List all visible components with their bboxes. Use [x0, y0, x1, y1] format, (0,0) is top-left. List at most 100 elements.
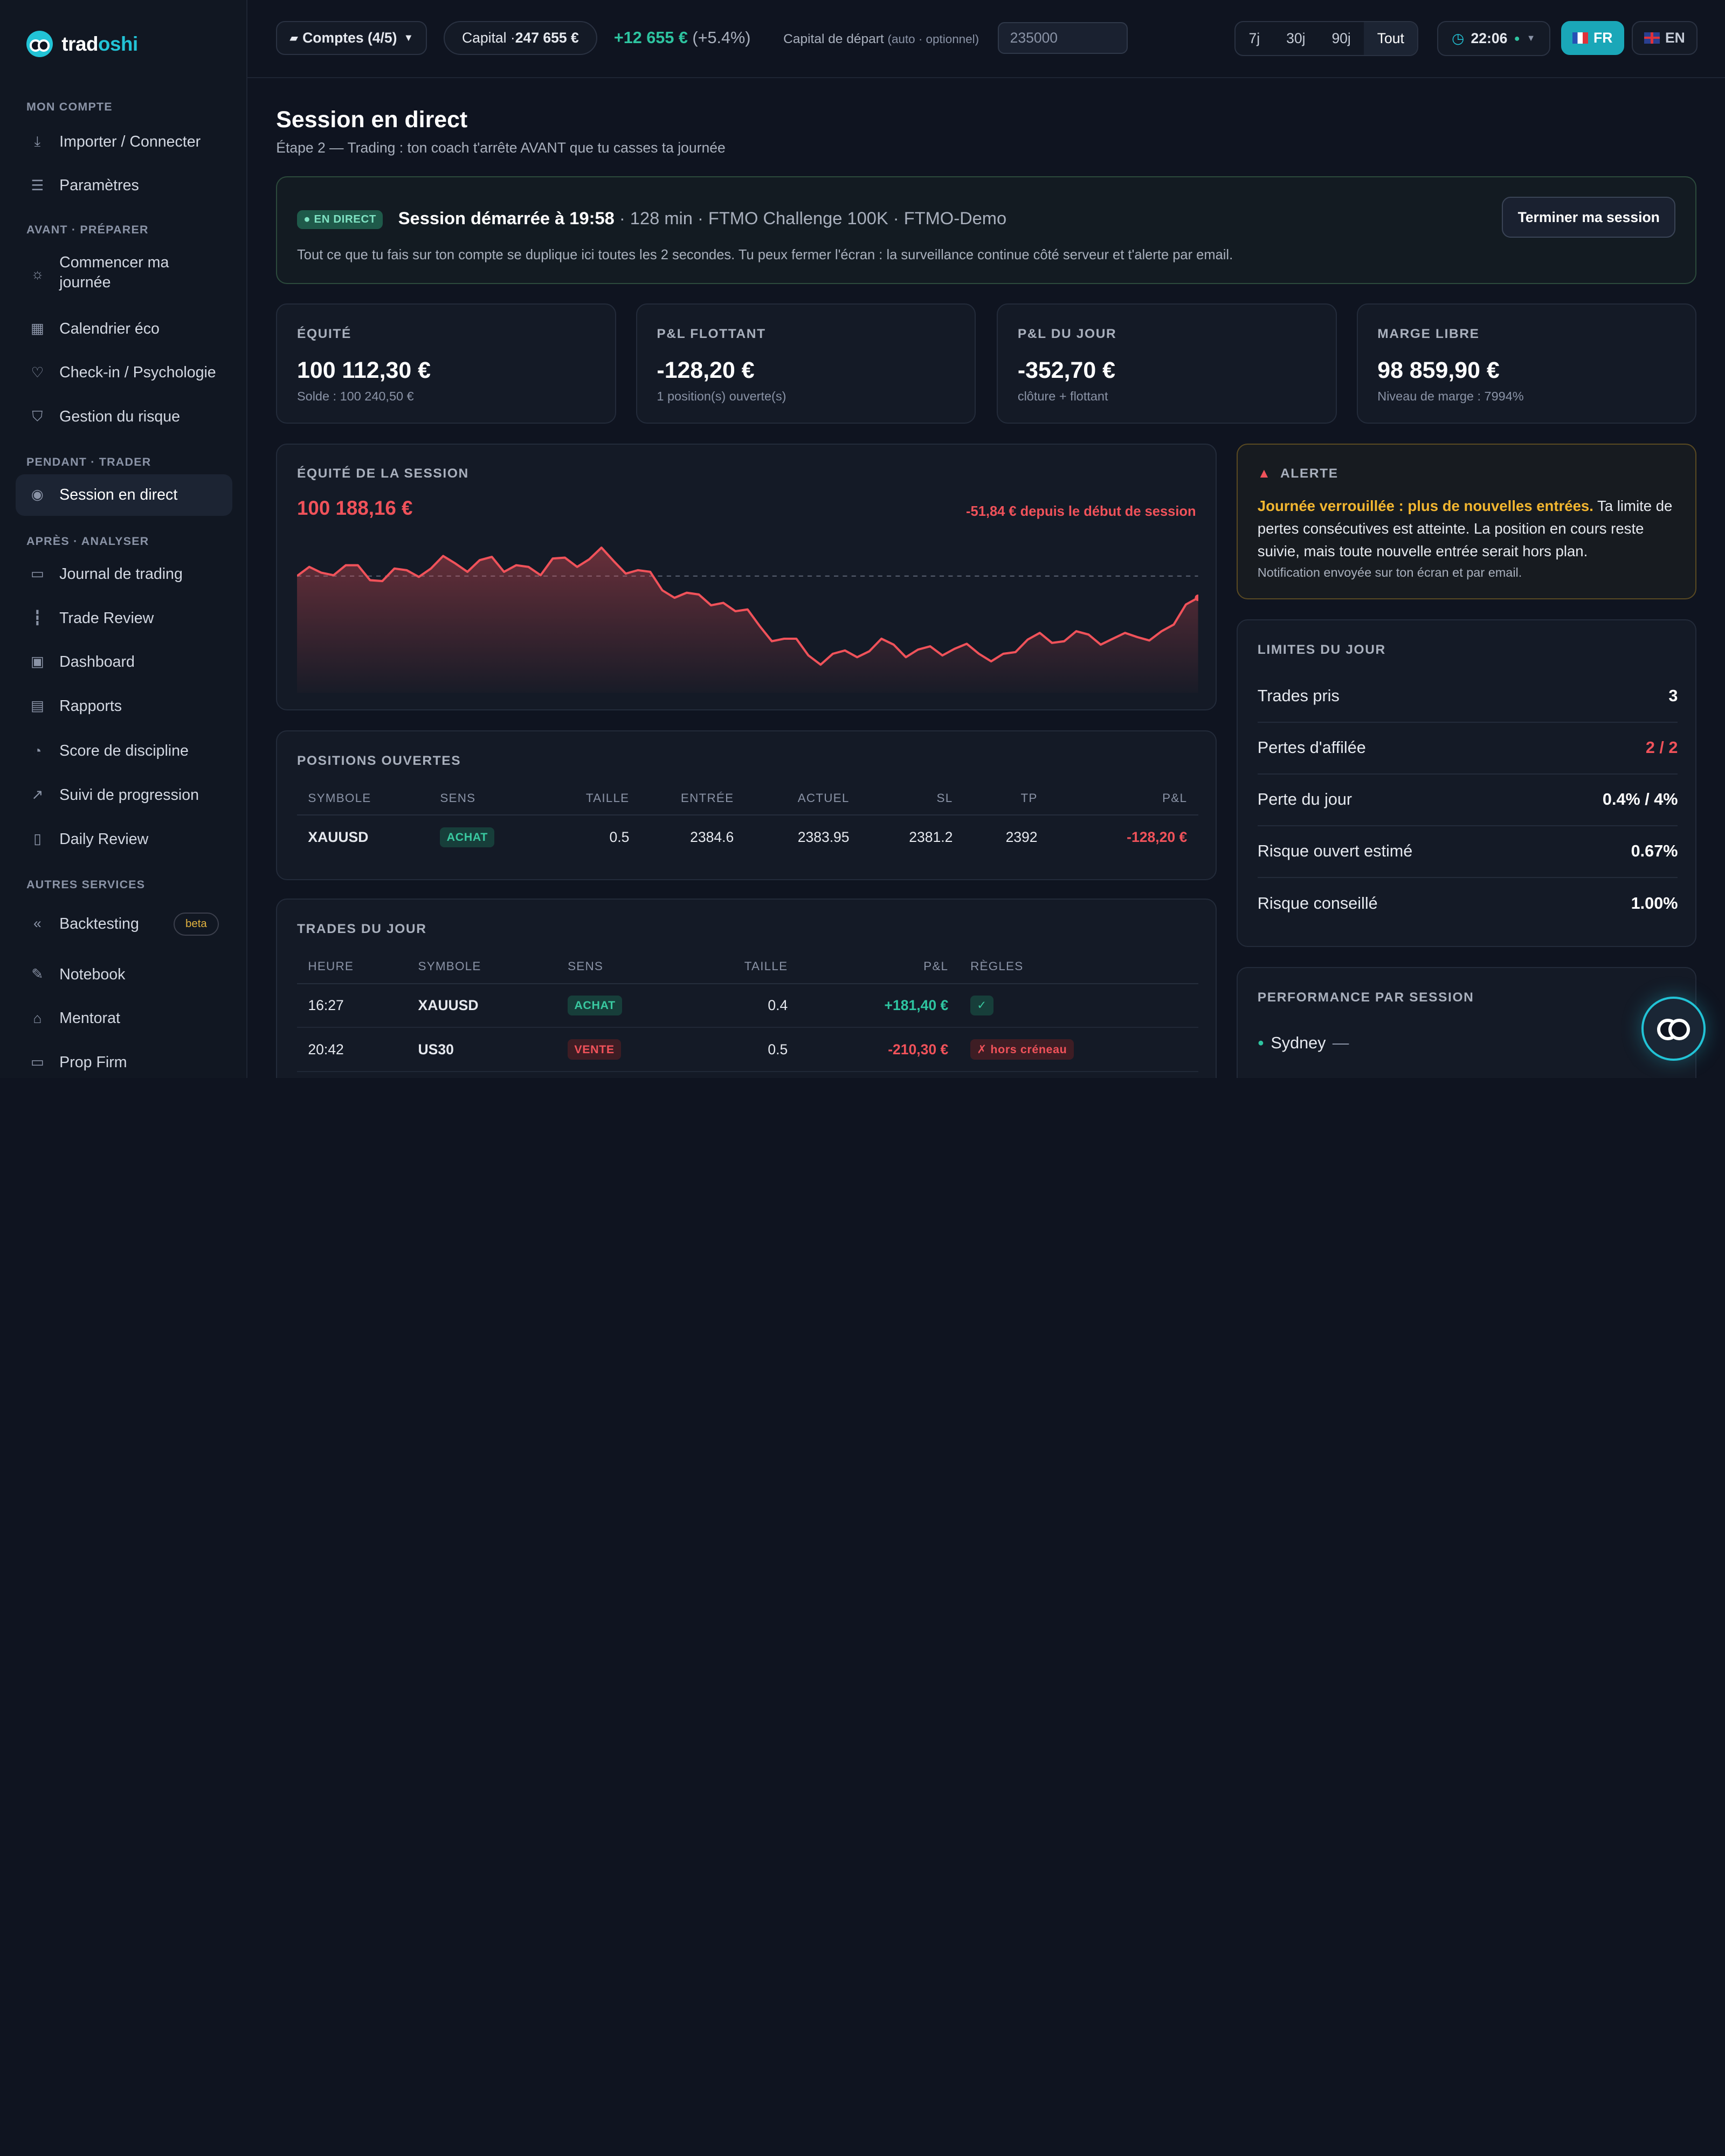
sidebar-item-progress[interactable]: ↗ Suivi de progression — [16, 779, 232, 812]
siren-icon: ▲ — [1257, 466, 1272, 481]
alert-message: Journée verrouillée : plus de nouvelles … — [1257, 497, 1673, 560]
logo[interactable]: tradoshi — [26, 31, 138, 58]
topbar: ▰ Comptes (4/5) ▼ Capital · 247 655 € +1… — [247, 0, 1725, 78]
owl-logo-icon — [26, 31, 53, 58]
alert-title: ALERTE — [1280, 466, 1338, 481]
candles-icon: ┇ — [33, 609, 42, 626]
rewind-icon: « — [33, 915, 42, 932]
chart-area — [297, 547, 1198, 693]
table-row[interactable]: 20:42 US30 VENTE 0.5 -210,30 € ✗ hors cr… — [297, 1027, 1198, 1072]
owl-assistant-button[interactable] — [1641, 997, 1706, 1061]
stat-free-margin: MARGE LIBRE 98 859,90 € Niveau de marge … — [1356, 303, 1697, 424]
section-label-before: AVANT · PRÉPARER — [26, 223, 149, 237]
sidebar-item-discipline[interactable]: ◔ Score de discipline — [16, 735, 232, 768]
capital-gain: +12 655 € (+5.4%) — [613, 29, 751, 47]
sidebar-item-trade-review[interactable]: ┇ Trade Review — [16, 602, 232, 634]
shield-icon: ⛉ — [32, 408, 43, 425]
live-session-card: ● EN DIRECT Session démarrée à 19:58 · 1… — [276, 176, 1697, 284]
page-subtitle: Étape 2 — Trading : ton coach t'arrête A… — [276, 140, 726, 156]
notebook-icon: ✎ — [31, 965, 44, 982]
trades-title: TRADES DU JOUR — [297, 922, 427, 937]
grid-icon: ▣ — [30, 653, 44, 670]
end-session-button[interactable]: Terminer ma session — [1502, 197, 1676, 238]
app-root: tradoshi MON COMPTE ⤓ Importer / Connecte… — [0, 0, 1725, 1079]
capital-badge: Capital · 247 655 € — [443, 20, 598, 56]
session-performance-card: PERFORMANCE PAR SESSION ● Sydney — — [1237, 967, 1697, 1079]
lang-en-button[interactable]: EN — [1631, 20, 1698, 56]
heart-icon: ♡ — [31, 364, 44, 381]
flag-uk-icon — [1644, 32, 1660, 44]
sidebar-item-notebook[interactable]: ✎ Notebook — [16, 958, 232, 991]
page-title: Session en direct — [276, 106, 468, 133]
table-row[interactable]: XAUUSD ACHAT 0.5 2384.6 2383.95 2381.2 2… — [297, 815, 1198, 859]
graduation-icon: ⌂ — [33, 1010, 42, 1026]
range-30d[interactable]: 30j — [1286, 30, 1306, 46]
sidebar-item-calendar[interactable]: ▦ Calendrier éco — [16, 313, 232, 345]
alert-card: ▲ ALERTE Journée verrouillée : plus de n… — [1237, 443, 1697, 600]
dot-icon: ● — [1257, 1037, 1265, 1049]
start-capital-input[interactable] — [998, 22, 1128, 54]
daily-limits-card: LIMITES DU JOUR Trades pris 3 Pertes d'af… — [1237, 619, 1697, 948]
lang-fr-button[interactable]: FR — [1561, 20, 1624, 56]
limit-row-losses: Pertes d'affilée 2 / 2 — [1257, 723, 1678, 775]
perf-title: PERFORMANCE PAR SESSION — [1257, 990, 1474, 1005]
flag-fr-icon — [1572, 32, 1588, 44]
limits-title: LIMITES DU JOUR — [1257, 642, 1386, 657]
trend-icon: ↗ — [31, 786, 44, 803]
side-tag: ACHAT — [440, 827, 495, 848]
open-positions-card: POSITIONS OUVERTES SYMBOLE SENS TAILLE E… — [276, 730, 1217, 880]
sidebar-item-checkin[interactable]: ♡ Check-in / Psychologie — [16, 356, 232, 389]
chart-delta: -51,84 € depuis le début de session — [966, 503, 1196, 519]
brand-name: tradoshi — [61, 32, 138, 55]
range-selector: 7j 30j 90j Tout — [1234, 20, 1419, 57]
daily-trades-card: TRADES DU JOUR HEURE SYMBOLE SENS TAILLE… — [276, 899, 1217, 1079]
perf-row-sydney: ● Sydney — — [1257, 1034, 1349, 1053]
gauge-icon: ◔ — [33, 742, 42, 759]
sidebar-item-risk[interactable]: ⛉ Gestion du risque — [16, 400, 232, 433]
sidebar-item-journal[interactable]: ▭ Journal de trading — [16, 558, 232, 591]
chart-title: ÉQUITÉ DE LA SESSION — [297, 466, 469, 481]
table-row[interactable]: 16:27 XAUUSD ACHAT 0.4 +181,40 € ✓ — [297, 983, 1198, 1028]
equity-chart-card: ÉQUITÉ DE LA SESSION 100 188,16 € -51,84… — [276, 443, 1217, 711]
caret-down-icon: ▼ — [1526, 33, 1536, 43]
stat-daily-pnl: P&L DU JOUR -352,70 € clôture + flottant — [997, 303, 1337, 424]
sidebar-item-live-session[interactable]: ◉ Session en direct — [15, 474, 232, 516]
sidebar-item-mentoring[interactable]: ⌂ Mentorat — [16, 1002, 232, 1035]
section-label-during: PENDANT · TRADER — [26, 455, 151, 468]
sidebar: tradoshi MON COMPTE ⤓ Importer / Connecte… — [0, 0, 248, 1079]
live-badge: ● EN DIRECT — [297, 210, 383, 229]
sidebar-item-daily-review[interactable]: ▯ Daily Review — [16, 823, 232, 856]
positions-title: POSITIONS OUVERTES — [297, 754, 461, 769]
sidebar-item-dashboard[interactable]: ▣ Dashboard — [16, 646, 232, 679]
sidebar-item-backtesting[interactable]: «Backtesting beta — [16, 904, 232, 944]
limit-row-open-risk: Risque ouvert estimé 0.67% — [1257, 826, 1678, 878]
section-label-other: AUTRES SERVICES — [26, 877, 146, 891]
range-7d[interactable]: 7j — [1248, 30, 1260, 46]
limit-row-daily-loss: Perte du jour 0.4% / 4% — [1257, 775, 1678, 826]
download-icon: ⤓ — [34, 133, 41, 149]
clipboard-icon: ▯ — [33, 830, 42, 847]
sidebar-item-reports[interactable]: ▤ Rapports — [16, 690, 232, 723]
sidebar-item-prop-firm[interactable]: ▭ Prop Firm — [16, 1046, 232, 1078]
side-tag: VENTE — [568, 1039, 622, 1060]
book-icon: ▭ — [30, 565, 44, 582]
range-all[interactable]: Tout — [1364, 22, 1418, 56]
alert-note: Notification envoyée sur ton écran et pa… — [1257, 565, 1522, 580]
clock-icon: ◷ — [1452, 30, 1465, 46]
range-90d[interactable]: 90j — [1331, 30, 1351, 46]
chart-current-value: 100 188,16 € — [297, 497, 413, 520]
clock-dropdown[interactable]: ◷ 22:06 ● ▼ — [1437, 20, 1550, 57]
stat-equity: ÉQUITÉ 100 112,30 € Solde : 100 240,50 € — [276, 303, 616, 424]
caret-down-icon: ▼ — [403, 32, 413, 44]
section-label-account: MON COMPTE — [26, 100, 113, 113]
live-session-description: Tout ce que tu fais sur ton compte se du… — [297, 247, 1233, 263]
sidebar-item-import[interactable]: ⤓ Importer / Connecter — [16, 126, 232, 158]
briefcase-icon: ▭ — [30, 1054, 44, 1070]
chart-line — [297, 546, 1198, 666]
beta-badge: beta — [173, 912, 219, 936]
stat-floating-pnl: P&L FLOTTANT -128,20 € 1 position(s) ouv… — [636, 303, 976, 424]
sidebar-item-settings[interactable]: ☰ Paramètres — [16, 169, 232, 202]
accounts-dropdown[interactable]: ▰ Comptes (4/5) ▼ — [276, 20, 427, 56]
sidebar-item-start-day[interactable]: ☼ Commencer ma journée — [16, 248, 232, 297]
live-session-title: Session démarrée à 19:58 · 128 min · FTM… — [398, 208, 1007, 228]
